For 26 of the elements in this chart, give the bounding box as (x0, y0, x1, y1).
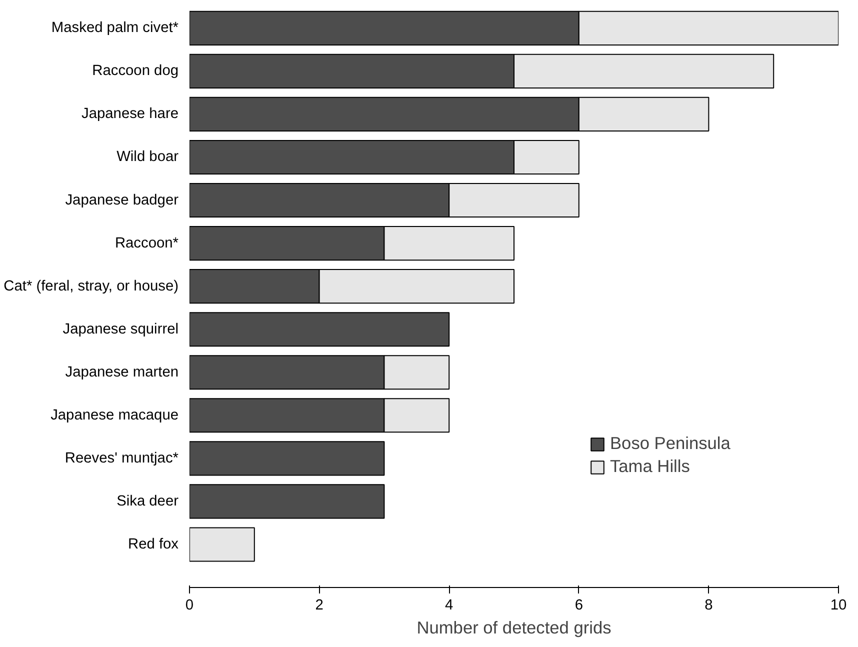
x-axis-title: Number of detected grids (416, 618, 612, 638)
y-tick-label: Reeves' muntjac* (64, 450, 179, 466)
y-tick-label: Japanese hare (82, 106, 179, 122)
y-tick-label: Masked palm civet* (51, 20, 179, 36)
y-tick-label: Japanese squirrel (62, 321, 179, 338)
x-tick-label: 2 (315, 598, 324, 614)
y-tick-label: Wild boar (116, 149, 179, 166)
bar (190, 527, 255, 562)
y-tick-label: Cat* (feral, stray, or house) (4, 278, 179, 294)
y-tick-label: Japanese macaque (50, 407, 179, 424)
y-tick-label: Sika deer (116, 493, 179, 510)
y-tick-label: Raccoon* (114, 235, 179, 252)
y-tick-label: Red fox (128, 536, 180, 552)
legend-label: Tama Hills (610, 456, 690, 477)
x-tick-label: 8 (704, 598, 713, 614)
x-tick-label: 4 (445, 598, 454, 614)
legend-label: Boso Peninsula (610, 433, 730, 454)
x-tick-label: 0 (185, 598, 194, 614)
y-tick-label: Japanese marten (65, 364, 178, 380)
x-tick-label: 6 (574, 598, 583, 614)
bar (190, 484, 385, 519)
y-tick-label: Japanese badger (65, 192, 179, 208)
bar (190, 312, 450, 347)
y-tick-label: Raccoon dog (92, 63, 179, 80)
x-tick-label: 10 (830, 598, 847, 614)
bar (190, 441, 385, 476)
